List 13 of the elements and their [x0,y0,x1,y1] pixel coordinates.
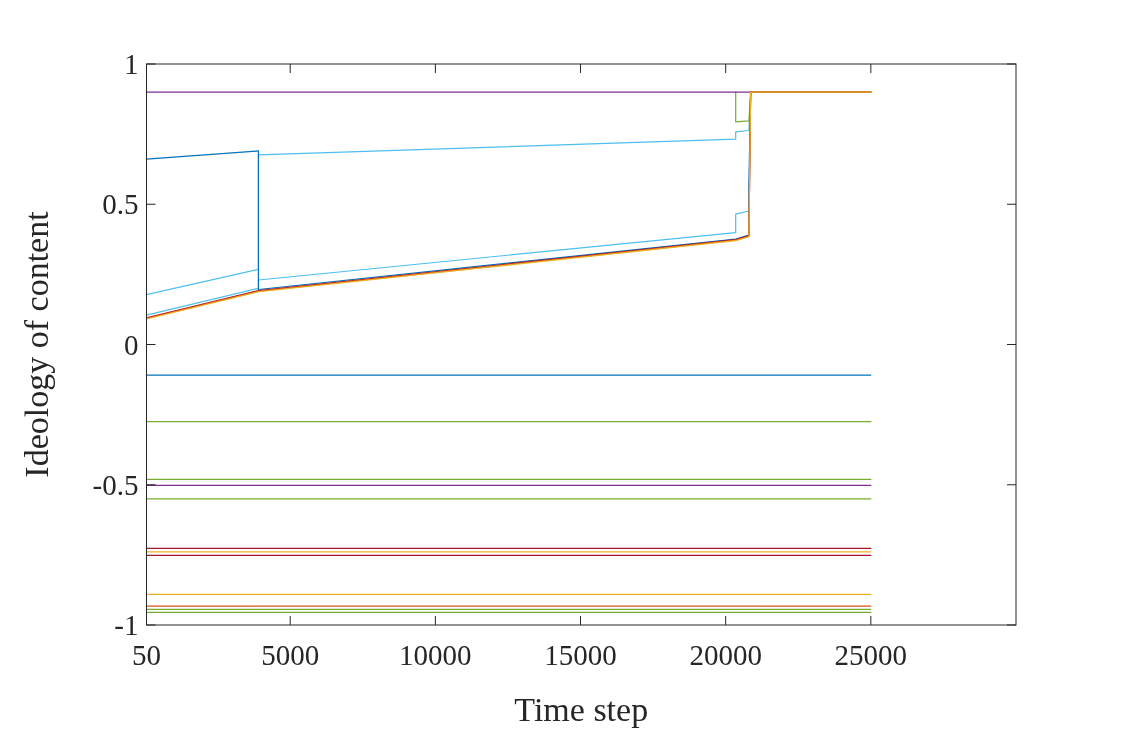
x-tick-label: 15000 [544,639,617,671]
y-tick-label: 1 [124,48,139,81]
x-tick-label: 25000 [834,639,908,671]
y-tick-label: 0 [124,328,139,361]
x-tick-label: 50 [132,639,161,671]
x-axis-title: Time step [514,691,649,728]
y-axis-title: Ideology of content [18,210,55,478]
y-tick-label: -0.5 [92,468,139,501]
x-tick-label: 20000 [689,639,762,671]
x-tick-label: 5000 [261,639,320,671]
y-tick-label: 0.5 [102,188,139,221]
x-tick-label: 10000 [399,639,472,671]
y-tick-label: -1 [114,609,139,642]
